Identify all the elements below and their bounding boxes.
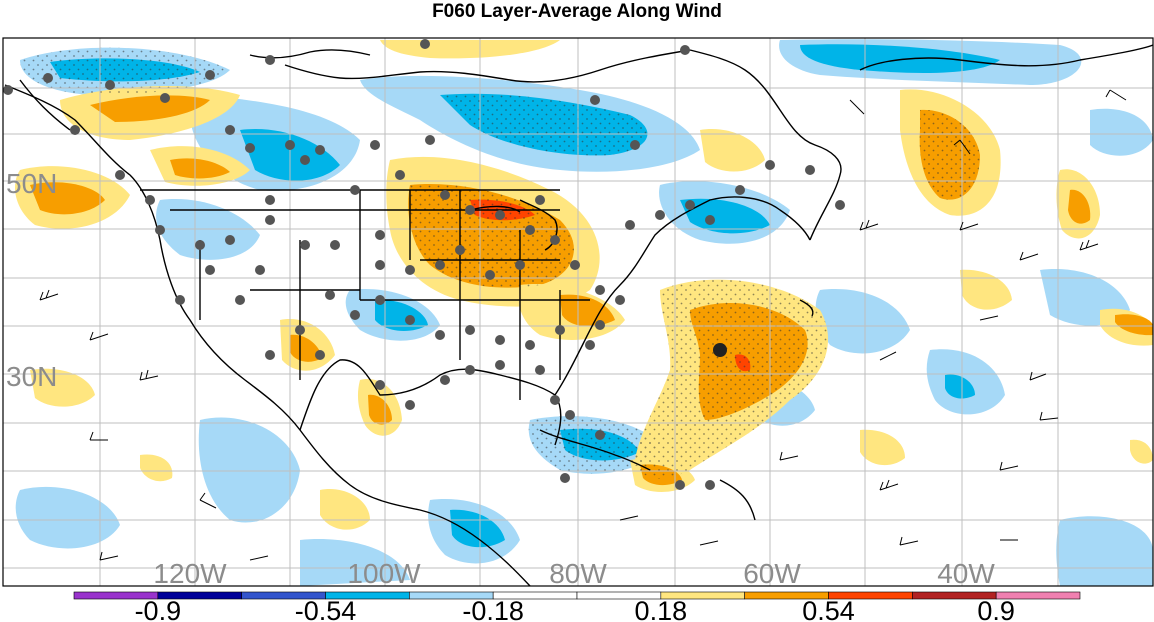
- colorbar-label: 0.18: [635, 596, 688, 622]
- colorbar-label: 0.9: [977, 596, 1015, 622]
- plot-border: [2, 37, 1154, 587]
- latitude-labels: 50N 30N: [6, 168, 57, 392]
- coastlines-and-borders: [4, 44, 1153, 586]
- map-title: F060 Layer-Average Along Wind: [432, 1, 722, 22]
- lon-label-60w: 60W: [743, 558, 801, 589]
- lat-label-50n: 50N: [6, 168, 57, 199]
- wind-barbs: [39, 89, 1127, 561]
- longitude-labels: 120W 100W 80W 60W 40W: [153, 558, 995, 589]
- colorbar-label: -0.18: [462, 596, 524, 622]
- colorbar-label: 0.54: [802, 596, 855, 622]
- lat-lon-grid: [3, 38, 1153, 586]
- lon-label-40w: 40W: [937, 558, 995, 589]
- colorbar-labels: -0.9 -0.54 -0.18 0.18 0.54 0.9: [135, 596, 1015, 622]
- colorbar-label: -0.54: [295, 596, 357, 622]
- colorbar-segment: [995, 591, 1081, 600]
- lon-label-100w: 100W: [347, 558, 421, 589]
- lon-label-80w: 80W: [549, 558, 607, 589]
- station-markers: [3, 39, 845, 490]
- colorbar-label: -0.9: [135, 596, 182, 622]
- lat-label-30n: 30N: [6, 361, 57, 392]
- lon-label-120w: 120W: [153, 558, 227, 589]
- colorbar: [73, 591, 1081, 600]
